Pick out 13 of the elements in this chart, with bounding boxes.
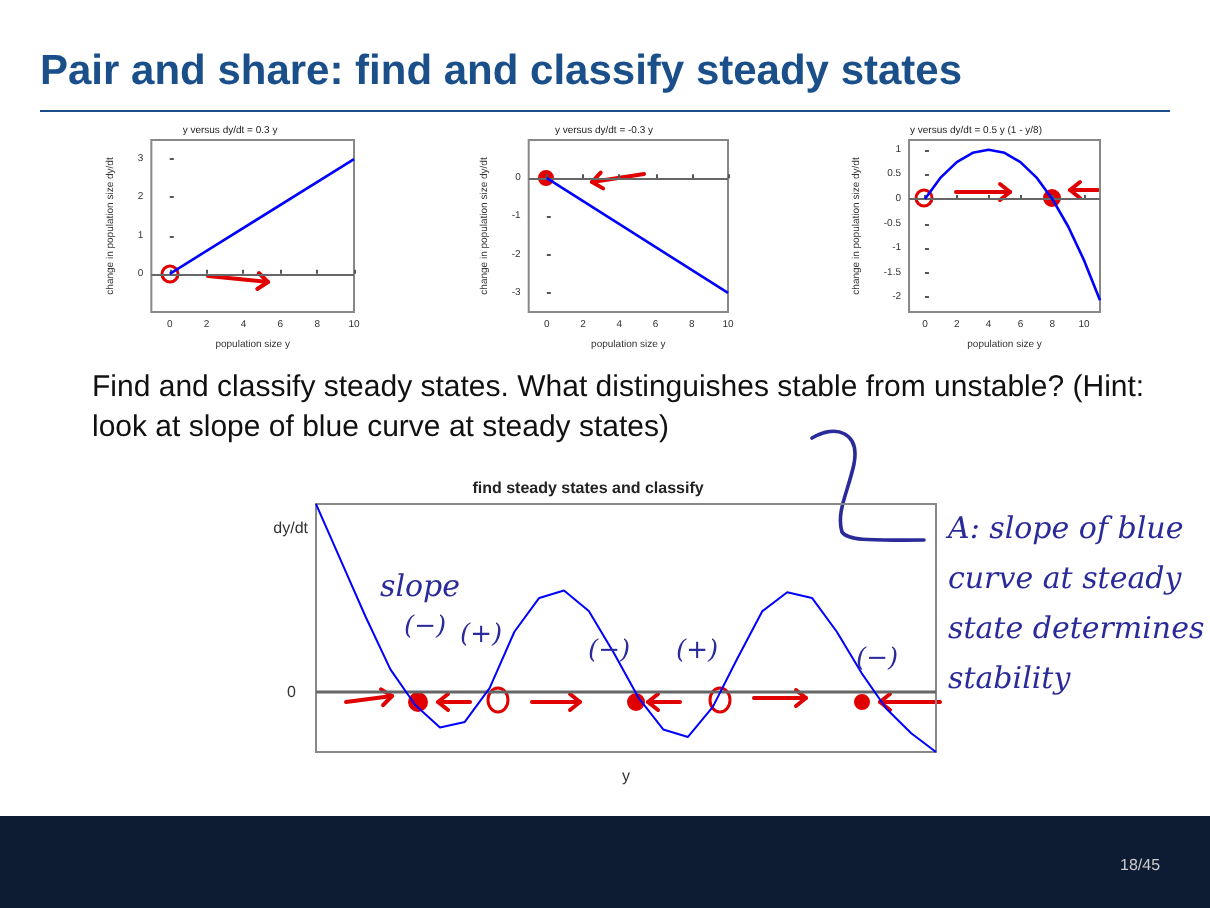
- text: Pair and share: find and classify steady states: [40, 48, 963, 96]
- annotation: (−): [404, 612, 447, 642]
- annotation: slope: [380, 568, 461, 604]
- x-axis-title: y: [622, 767, 630, 785]
- annotation: (+): [676, 636, 719, 666]
- text: A: slope of blue curve at steady state determines stability: [948, 508, 1207, 700]
- text: 18/45: [1120, 856, 1161, 874]
- annotation: (−): [856, 644, 899, 674]
- text: Find and classify steady states. What distinguishes stable from unstable? (Hint: look at slope of blue curve at steady states): [92, 368, 1147, 448]
- annotation: (+): [460, 620, 503, 650]
- ref-line-label: 0: [287, 682, 298, 701]
- chart-title: find steady states and classify: [472, 479, 705, 497]
- y-axis-title: dy/dt: [273, 519, 310, 537]
